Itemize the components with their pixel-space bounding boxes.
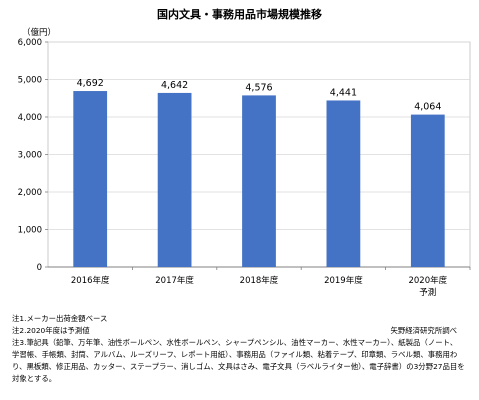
x-tick-label: 2020年度 (408, 275, 447, 286)
y-axis-label: （億円） (22, 27, 56, 38)
note-line: 学習帳、手帳類、封筒、アルバム、ルーズリーフ、レポート用紙）、事務用品（ファイル… (12, 350, 458, 359)
note-line: 注1.メーカー出荷金額ベース (12, 314, 108, 323)
data-label: 4,576 (245, 82, 272, 93)
source-note: 矢野経済研究所調べ (390, 326, 457, 335)
y-tick-label: 4,000 (18, 113, 42, 123)
bar (410, 114, 445, 267)
x-tick-label: 2016年度 (71, 275, 110, 286)
y-tick-label: 2,000 (18, 188, 42, 198)
y-tick-label: 3,000 (18, 151, 42, 161)
chart-title: 国内文具・事務用品市場規模推移 (157, 8, 322, 21)
bar (242, 95, 276, 268)
y-tick-label: 6,000 (18, 38, 42, 48)
bar (157, 92, 192, 267)
note-line: 注2.2020年度は予測値 (12, 326, 90, 335)
bar (326, 100, 361, 268)
note-line: 対象とする。 (12, 374, 57, 383)
data-label: 4,692 (77, 78, 104, 89)
x-tick-label: 2019年度 (324, 275, 363, 286)
y-tick-label: 5,000 (18, 76, 42, 86)
bar (73, 91, 108, 267)
data-label: 4,441 (330, 87, 357, 98)
data-label: 4,642 (161, 80, 188, 91)
data-label: 4,064 (414, 102, 441, 113)
note-line: り、黒板類、修正用品、カッター、ステープラー、消しゴム、文具はさみ、電子文具（ラ… (12, 362, 465, 371)
x-tick-label: 2018年度 (240, 275, 279, 286)
y-tick-label: 1,000 (18, 226, 42, 236)
y-tick-label: 0 (37, 263, 42, 273)
x-tick-sublabel: 予測 (419, 287, 436, 298)
bar-chart: 0 1,000 2,000 3,000 4,000 5,000 6,000（億円） 4,692… (18, 27, 471, 298)
notes: 注1.メーカー出荷金額ベース 注2.2020年度は予測値 注3.筆記具（鉛筆、万… (12, 313, 472, 385)
note-line: 注3.筆記具（鉛筆、万年筆、油性ボールペン、水性ボールペン、シャープペンシル、油… (12, 338, 458, 347)
x-tick-label: 2017年度 (155, 275, 194, 286)
